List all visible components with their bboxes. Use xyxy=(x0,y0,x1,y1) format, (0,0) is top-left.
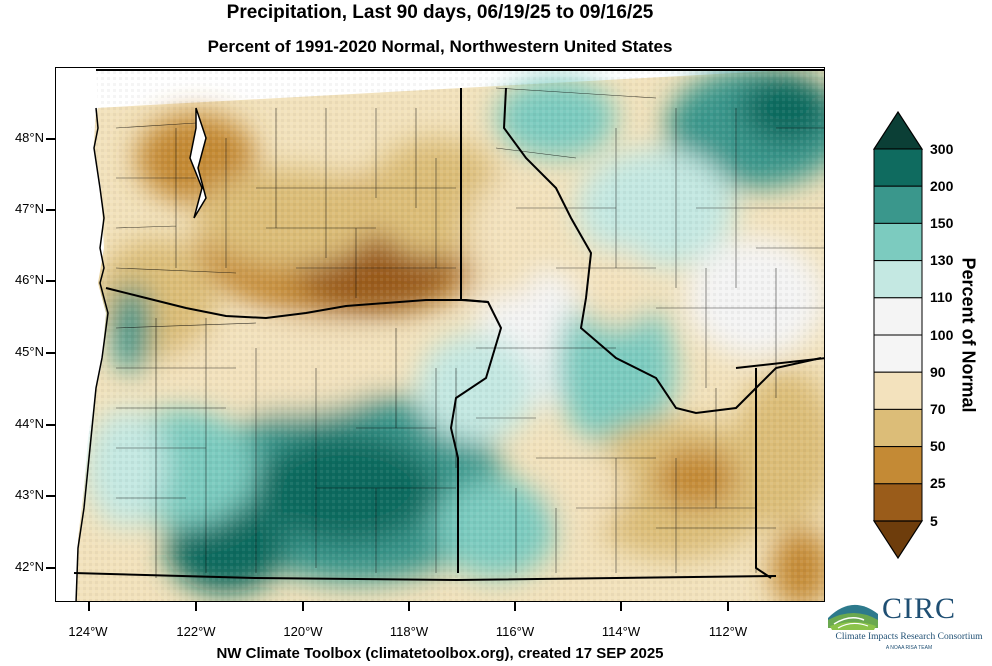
lat-label-48: 48°N xyxy=(14,130,44,145)
colorbar-block xyxy=(873,334,923,373)
lat-tick xyxy=(46,495,55,497)
lon-label-116: 116°W xyxy=(495,624,535,639)
lon-tick xyxy=(408,602,410,611)
colorbar-label-70: 70 xyxy=(930,401,946,417)
logo-tagline: A NOAA RISA TEAM xyxy=(885,645,933,651)
lat-tick xyxy=(46,280,55,282)
colorbar-block xyxy=(873,446,923,485)
colorbar-label-90: 90 xyxy=(930,364,946,380)
lon-tick xyxy=(88,602,90,611)
lon-label-114: 114°W xyxy=(601,624,641,639)
colorbar-block xyxy=(873,222,923,262)
colorbar-block xyxy=(873,297,923,336)
lat-tick xyxy=(46,138,55,140)
colorbar-label-25: 25 xyxy=(930,475,946,491)
colorbar-label-300: 300 xyxy=(930,141,954,157)
ocean-mask xyxy=(56,68,106,601)
map-svg xyxy=(56,68,824,601)
lon-label-112: 112°W xyxy=(708,624,748,639)
puget-sound xyxy=(189,107,207,219)
lat-tick xyxy=(46,352,55,354)
lat-label-47: 47°N xyxy=(14,201,44,216)
logo-subtitle: Climate Impacts Research Consortium xyxy=(835,632,983,642)
colorbar-bottom-arrow xyxy=(872,520,924,560)
colorbar-label-5: 5 xyxy=(930,513,938,529)
colorbar-block xyxy=(873,371,923,410)
lon-label-124: 124°W xyxy=(68,624,108,639)
lon-tick xyxy=(620,602,622,611)
lon-label-120: 120°W xyxy=(283,624,323,639)
colorbar-block xyxy=(873,483,923,522)
lat-label-44: 44°N xyxy=(14,416,44,431)
colorbar-block xyxy=(873,408,923,448)
colorbar-block xyxy=(873,185,923,224)
logo-emblem xyxy=(828,604,878,630)
lat-tick xyxy=(46,209,55,211)
logo-name: CIRC xyxy=(882,592,957,625)
colorbar-label-150: 150 xyxy=(930,215,954,231)
lat-label-43: 43°N xyxy=(14,487,44,502)
lon-tick xyxy=(514,602,516,611)
colorbar-label-50: 50 xyxy=(930,438,946,454)
colorbar-top-arrow xyxy=(872,110,924,150)
colorbar-block xyxy=(873,260,923,299)
circ-logo xyxy=(828,604,878,630)
colorbar-label-200: 200 xyxy=(930,178,954,194)
colorbar-block xyxy=(873,148,923,187)
colorbar-title: Percent of Normal xyxy=(958,257,979,413)
lon-label-118: 118°W xyxy=(389,624,429,639)
lon-tick xyxy=(195,602,197,611)
map-subtitle: Percent of 1991-2020 Normal, Northwester… xyxy=(207,37,673,56)
colorbar-label-100: 100 xyxy=(930,327,954,343)
coastline xyxy=(75,107,109,601)
lat-label-46: 46°N xyxy=(14,272,44,287)
lon-tick xyxy=(302,602,304,611)
lon-tick xyxy=(727,602,729,611)
colorbar-blocks xyxy=(873,148,923,522)
pixel-texture xyxy=(56,68,824,601)
precipitation-map xyxy=(55,67,825,602)
lat-tick xyxy=(46,424,55,426)
lat-tick xyxy=(46,567,55,569)
lat-label-42: 42°N xyxy=(14,559,44,574)
state-lines xyxy=(73,69,824,582)
colorbar-label-130: 130 xyxy=(930,252,954,268)
colorbar-label-110: 110 xyxy=(930,289,953,305)
lon-label-122: 122°W xyxy=(176,624,216,639)
lat-label-45: 45°N xyxy=(14,344,44,359)
map-title: Precipitation, Last 90 days, 06/19/25 to… xyxy=(226,2,654,23)
colorbar xyxy=(872,110,924,560)
footer-credit: NW Climate Toolbox (climatetoolbox.org),… xyxy=(216,645,664,662)
